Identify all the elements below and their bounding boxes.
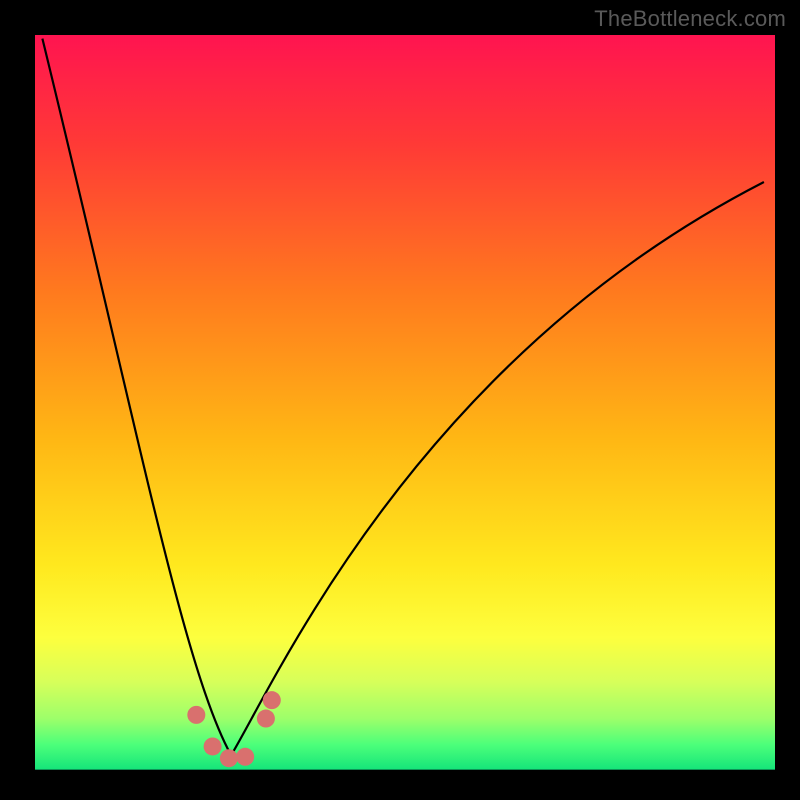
- watermark-text: TheBottleneck.com: [594, 6, 786, 32]
- data-marker: [236, 748, 254, 766]
- data-marker: [187, 706, 205, 724]
- data-marker: [263, 691, 281, 709]
- gradient-background: [35, 35, 775, 770]
- data-marker: [257, 710, 275, 728]
- data-marker: [204, 737, 222, 755]
- data-marker: [220, 749, 238, 767]
- chart-svg: [35, 35, 775, 770]
- plot-area: [35, 35, 775, 770]
- chart-container: TheBottleneck.com: [0, 0, 800, 800]
